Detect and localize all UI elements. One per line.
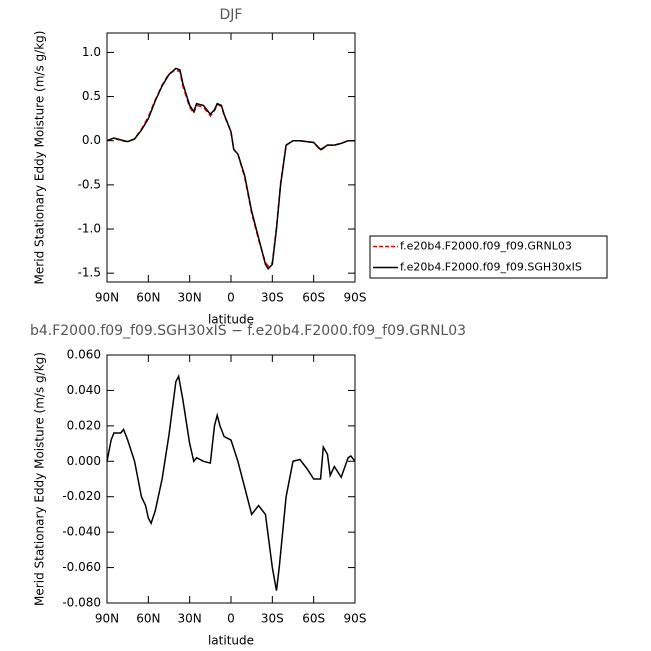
y-tick-label: -0.5 bbox=[78, 177, 101, 191]
y-tick-label: -0.080 bbox=[62, 596, 101, 610]
x-tick-label: 90S bbox=[344, 612, 367, 626]
series-line bbox=[106, 69, 355, 268]
x-tick-label: 90N bbox=[95, 612, 119, 626]
plot-frame bbox=[106, 32, 356, 283]
x-tick-label: 0 bbox=[227, 612, 235, 626]
chart-title: DJF bbox=[220, 7, 243, 23]
legend-box bbox=[369, 235, 608, 279]
x-tick-label: 60S bbox=[302, 612, 325, 626]
y-tick-label: 0.5 bbox=[82, 89, 101, 103]
y-tick-label: -1.0 bbox=[78, 222, 101, 236]
y-tick-label: -0.040 bbox=[62, 525, 101, 539]
x-tick-label: 90N bbox=[95, 291, 119, 305]
y-tick-label: -0.020 bbox=[62, 489, 101, 503]
y-tick-label: -1.5 bbox=[78, 266, 101, 280]
x-tick-label: 30S bbox=[261, 612, 284, 626]
x-axis-label: latitude bbox=[208, 634, 254, 648]
x-tick-label: 30N bbox=[178, 291, 202, 305]
plot-frame bbox=[106, 354, 356, 604]
x-tick-label: 0 bbox=[227, 291, 235, 305]
x-tick-label: 60S bbox=[302, 291, 325, 305]
y-tick-label: 0.040 bbox=[67, 383, 101, 397]
y-axis-label: Merid Stationary Eddy Moisture (m/s g/kg… bbox=[33, 31, 47, 285]
series-line bbox=[106, 373, 356, 591]
x-tick-label: 60N bbox=[136, 291, 160, 305]
series-line bbox=[106, 67, 355, 270]
chart-title: b4.F2000.f09_f09.SGH30xIS − f.e20b4.F200… bbox=[30, 323, 466, 339]
x-tick-label: 60N bbox=[136, 612, 160, 626]
x-axis-label: latitude bbox=[208, 313, 254, 327]
legend-label: f.e20b4.F2000.f09_f09.SGH30xIS bbox=[400, 261, 582, 274]
y-tick-label: 0.000 bbox=[67, 454, 101, 468]
y-tick-label: 1.0 bbox=[82, 45, 101, 59]
y-tick-label: 0.0 bbox=[82, 133, 101, 147]
y-tick-label: 0.020 bbox=[67, 418, 101, 432]
x-tick-label: 90S bbox=[344, 291, 367, 305]
x-tick-label: 30N bbox=[178, 612, 202, 626]
y-tick-label: 0.060 bbox=[67, 348, 101, 362]
legend-label: f.e20b4.F2000.f09_f09.GRNL03 bbox=[400, 240, 572, 253]
y-tick-label: -0.060 bbox=[62, 560, 101, 574]
y-axis-label: Merid Stationary Eddy Moisture (m/s g/kg… bbox=[33, 352, 47, 606]
x-tick-label: 30S bbox=[261, 291, 284, 305]
